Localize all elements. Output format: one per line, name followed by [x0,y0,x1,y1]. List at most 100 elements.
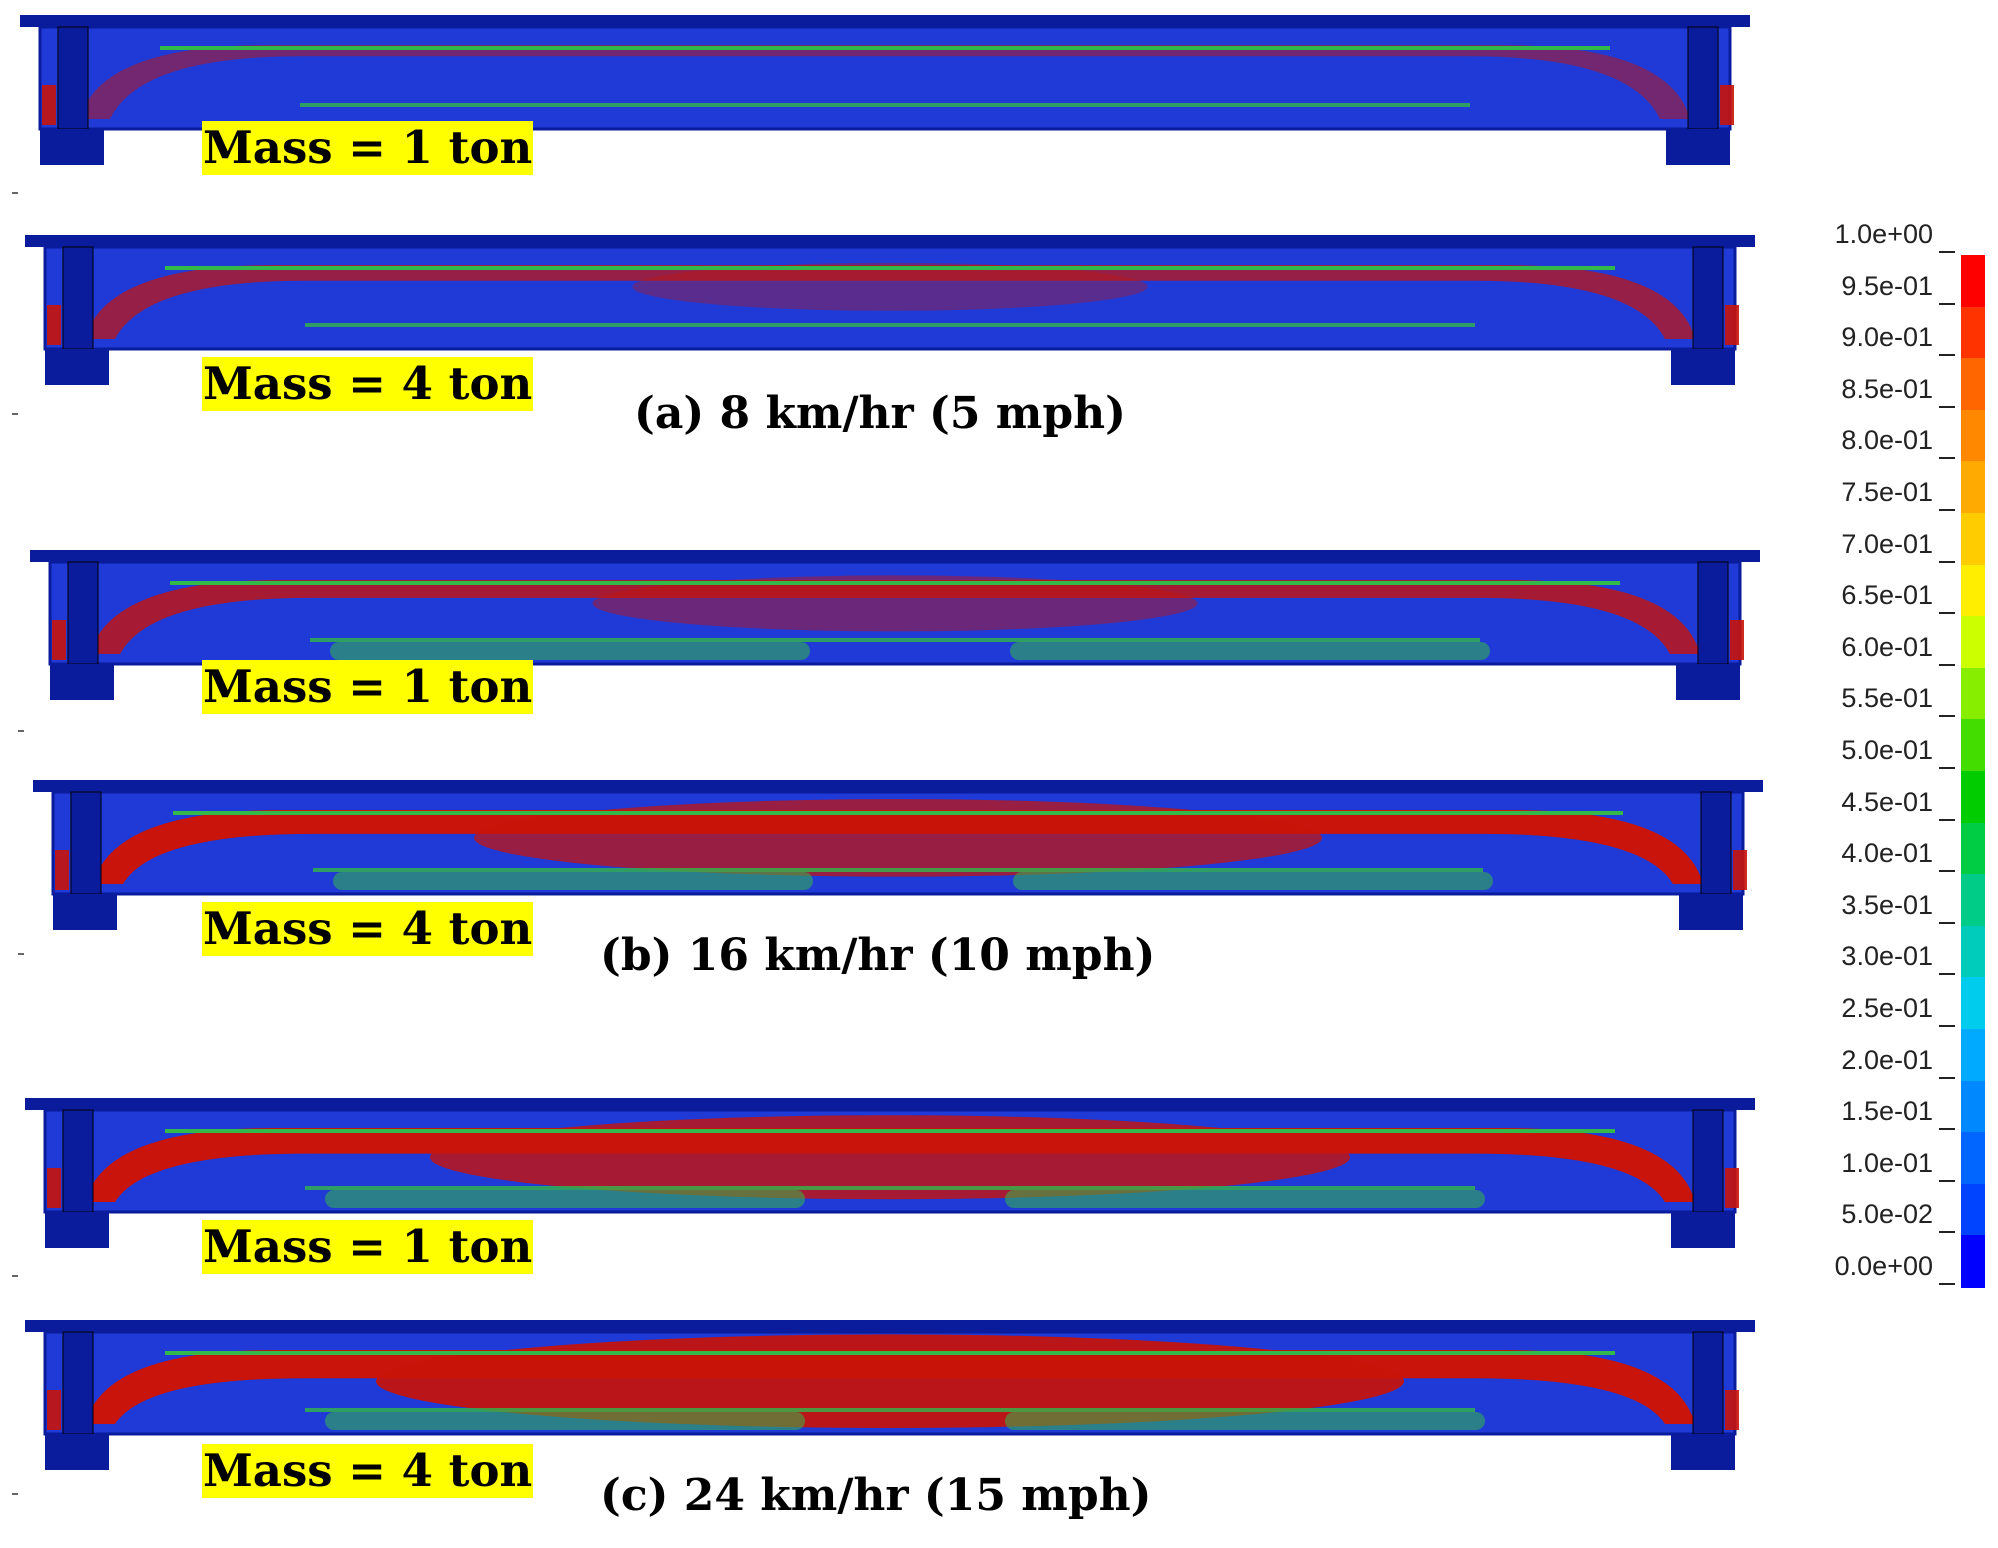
legend-swatch [1961,564,1985,618]
legend-tick [1939,1283,1955,1285]
legend-label: 8.0e-01 [1841,425,1933,456]
support-left [45,1434,109,1470]
legend-tick [1939,354,1955,357]
legend-label: 3.0e-01 [1841,941,1933,972]
legend-swatch [1961,874,1985,927]
mass-label: Mass = 1 ton [202,660,534,714]
legend-tick [1939,457,1955,460]
deck-slab [20,15,1750,27]
legend-label: 6.0e-01 [1841,631,1933,662]
legend-swatch [1961,771,1985,824]
legend-tick [1939,715,1955,718]
support-left [53,894,117,930]
legend-tick [1939,973,1955,976]
legend-swatch [1961,977,1985,1030]
legend-label: 0.0e+00 [1834,1251,1933,1281]
corner-damage-right [1725,1168,1739,1208]
legend-tick [1939,870,1955,873]
legend-swatch [1961,822,1985,876]
legend-tick [1939,251,1955,253]
tick-mark [12,1493,18,1495]
beam-panel-3: Mass = 1 ton [30,550,1770,720]
mass-label: Mass = 1 ton [202,121,534,175]
damage-zone-center [474,799,1322,877]
support-right [1679,894,1743,930]
legend-label: 3.5e-01 [1841,889,1933,920]
legend-label: 7.5e-01 [1841,477,1933,507]
legend-swatch [1961,925,1985,979]
mass-label: Mass = 4 ton [202,357,534,411]
legend-tick [1939,663,1955,666]
legend-swatch [1961,616,1985,669]
green-band-left [330,642,810,660]
caption-a: (a) 8 km/hr (5 mph) [634,388,1126,439]
legend-tick [1939,1231,1955,1234]
support-left [40,129,104,165]
legend-tick [1939,767,1955,769]
legend-tick [1939,509,1955,511]
legend-swatch [1961,1183,1985,1237]
corner-damage-left [47,305,61,345]
column-right [1700,791,1732,895]
damage-zone-outer [90,580,1700,654]
caption-b: (b) 16 km/hr (10 mph) [600,930,1156,981]
legend-swatch [1961,255,1985,308]
column-left [70,791,102,895]
beam-panel-2: Mass = 4 ton [25,235,1765,411]
legend-swatch [1961,1132,1985,1185]
beam-panel-4: Mass = 4 ton [33,780,1773,956]
green-band-right [1005,1412,1485,1430]
column-right [1692,1109,1724,1213]
support-right [1671,1434,1735,1470]
support-left [45,1212,109,1248]
corner-damage-right [1725,305,1739,345]
tick-mark [18,730,24,732]
deck-slab [25,235,1755,247]
tick-mark [12,192,18,194]
support-left [50,664,114,700]
color-scale-legend: 1.0e+00 9.5e-01 9.0e-01 8.5e-01 8.0e-01 7.5e-… [1815,219,1995,1315]
support-right [1671,349,1735,385]
corner-damage-right [1725,1390,1739,1430]
damage-zone-outer [80,45,1690,119]
support-right [1671,1212,1735,1248]
corner-damage-left [42,85,56,125]
support-right [1666,129,1730,165]
mass-label: Mass = 4 ton [202,902,534,956]
column-left [67,561,99,665]
corner-damage-left [55,850,69,890]
deck-slab [30,550,1760,562]
beam-body [38,25,1732,131]
support-left [45,349,109,385]
corner-damage-left [47,1390,61,1430]
caption-c: (c) 24 km/hr (15 mph) [600,1470,1152,1521]
legend-swatch [1961,667,1985,721]
legend-tick [1939,302,1955,305]
legend-label: 5.0e-02 [1841,1199,1933,1230]
legend-label: 8.5e-01 [1841,373,1933,404]
legend-label: 4.5e-01 [1841,786,1933,817]
deck-slab [25,1098,1755,1110]
legend-label: 2.5e-01 [1841,993,1933,1023]
green-band-left [333,872,813,890]
damage-zone-center [632,262,1148,311]
legend-swatch [1961,358,1985,411]
legend-label: 6.5e-01 [1841,580,1933,611]
tick-mark [12,1275,18,1277]
mass-label: Mass = 4 ton [202,1444,534,1498]
tick-mark [12,413,18,415]
legend-tick [1939,1179,1955,1182]
legend-swatch [1961,409,1985,463]
legend-tick [1939,921,1955,924]
legend-tick [1939,1128,1955,1131]
damage-zone-center [592,575,1198,632]
legend-swatch [1961,1235,1985,1288]
column-right [1687,26,1719,130]
legend-tick [1939,1076,1955,1079]
damage-zone-center [430,1115,1350,1200]
legend-tick [1939,1025,1955,1027]
corner-damage-right [1733,850,1747,890]
legend-swatch [1961,513,1985,566]
column-right [1692,1331,1724,1435]
column-left [57,26,89,130]
